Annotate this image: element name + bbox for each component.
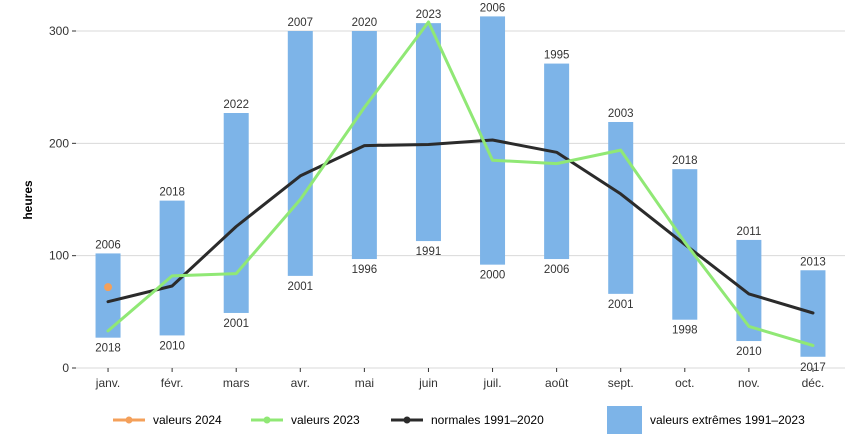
x-tick-label: janv. — [95, 376, 120, 390]
extreme-bar — [223, 113, 249, 313]
x-tick-label: sept. — [608, 376, 634, 390]
min-year-label: 2018 — [95, 343, 121, 355]
legend-label: valeurs 2023 — [291, 413, 360, 427]
x-tick-label: oct. — [675, 376, 694, 390]
y-tick-label: 200 — [49, 136, 69, 150]
max-year-label: 2020 — [352, 17, 378, 29]
x-tick-label: déc. — [802, 376, 825, 390]
series-lines — [104, 20, 815, 347]
max-year-label: 2023 — [416, 9, 442, 21]
x-tick-label: avr. — [291, 376, 310, 390]
legend-marker — [403, 416, 411, 424]
legend-marker — [125, 416, 133, 424]
extreme-bar — [287, 31, 313, 276]
x-tick-label: mai — [355, 376, 374, 390]
series-point — [104, 283, 113, 292]
legend-label: valeurs extrêmes 1991–2023 — [650, 413, 805, 427]
max-year-label: 2011 — [737, 226, 762, 238]
min-year-label: 2010 — [736, 346, 762, 358]
min-year-label: 1996 — [352, 264, 378, 276]
year-labels: 2006 2018 2018 2010 2022 2001 2007 2001 2020 1996… — [95, 2, 826, 373]
legend-label: normales 1991–2020 — [431, 413, 544, 427]
max-year-label: 2007 — [287, 17, 313, 29]
max-year-label: 1995 — [544, 50, 570, 62]
y-tick-label: 100 — [49, 249, 69, 263]
legend-box — [607, 406, 642, 434]
x-tick-label: févr. — [161, 376, 184, 390]
min-year-label: 2001 — [287, 281, 313, 293]
min-year-label: 2010 — [159, 340, 185, 352]
max-year-label: 2006 — [480, 2, 506, 14]
max-year-label: 2013 — [800, 256, 826, 268]
x-tick-label: août — [545, 376, 569, 390]
max-year-label: 2022 — [223, 99, 249, 111]
grid — [76, 30, 845, 369]
max-year-label: 2018 — [159, 187, 185, 199]
y-axis-title: heures — [21, 180, 35, 220]
min-year-label: 2017 — [800, 362, 826, 374]
legend: valeurs 2024 valeurs 2023 normales 1991–20… — [113, 406, 805, 434]
min-year-label: 2001 — [223, 318, 249, 330]
series-line — [106, 138, 815, 315]
max-year-label: 2003 — [608, 108, 634, 120]
legend-marker — [263, 416, 271, 424]
x-tick-label: juil. — [483, 376, 502, 390]
axes: 0 100 200 300 janv. févr. mars avr. mai juin juil.… — [49, 24, 824, 390]
min-year-label: 2006 — [544, 264, 570, 276]
extreme-bar — [415, 23, 441, 242]
min-year-label: 1998 — [672, 325, 698, 337]
y-tick-label: 300 — [49, 24, 69, 38]
extreme-bars — [95, 16, 826, 357]
max-year-label: 2006 — [95, 239, 121, 251]
x-tick-label: mars — [223, 376, 250, 390]
x-tick-label: juin — [418, 376, 438, 390]
min-year-label: 2000 — [480, 270, 506, 282]
extreme-bar — [608, 121, 634, 294]
series-line — [106, 20, 815, 347]
x-tick-label: nov. — [738, 376, 760, 390]
min-year-label: 1991 — [416, 246, 442, 258]
extreme-bar — [159, 200, 185, 336]
legend-label: valeurs 2024 — [153, 413, 222, 427]
y-tick-label: 0 — [62, 361, 69, 375]
max-year-label: 2018 — [672, 155, 698, 167]
min-year-label: 2001 — [608, 299, 634, 311]
